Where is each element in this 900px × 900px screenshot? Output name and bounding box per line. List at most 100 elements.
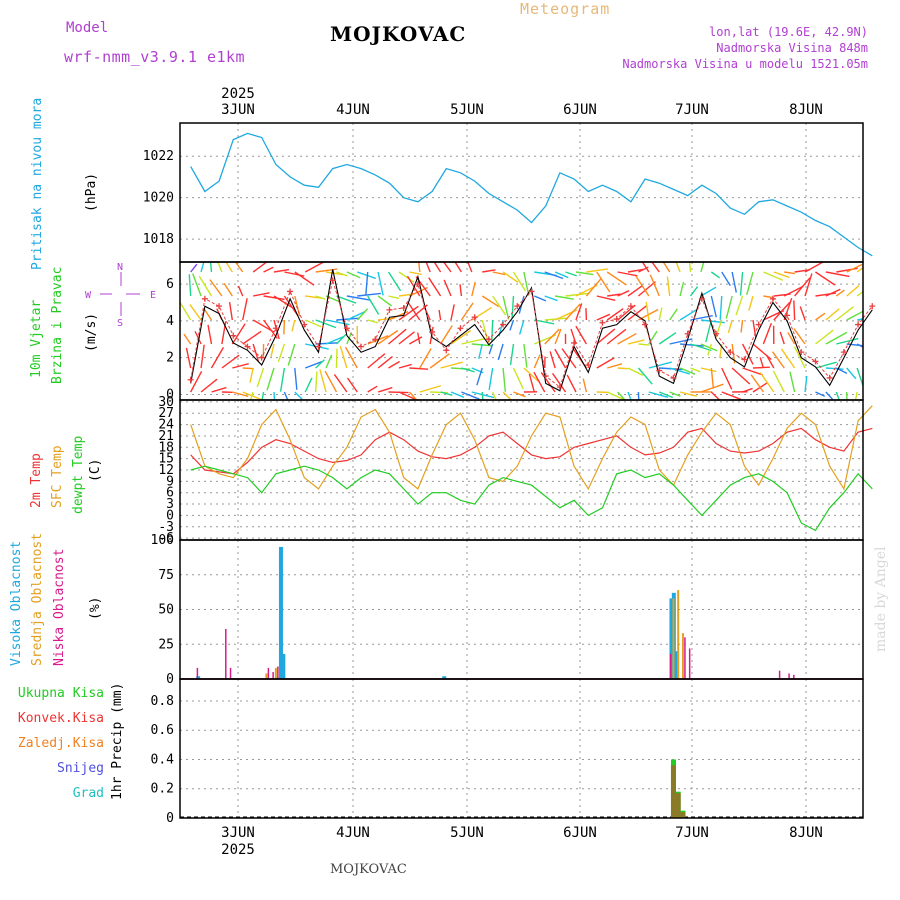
day-label-bottom-1: 4JUN	[336, 825, 370, 841]
wind-arrow-53	[273, 391, 276, 400]
temp-tick-9: 21	[158, 429, 174, 444]
wind-arrow-319	[735, 295, 744, 316]
wind-arrow-94	[339, 345, 348, 369]
pressure-tick-0: 1018	[143, 232, 174, 247]
wind-arrow-257	[627, 391, 632, 400]
wind-arrow-178	[488, 367, 494, 390]
wind-gust-marker-2	[216, 303, 223, 310]
wind-tick-0: 0	[166, 387, 174, 402]
wind-arrow-241	[607, 293, 621, 297]
wind-tick-1: 2	[166, 351, 174, 366]
temp-tick-12: 30	[158, 395, 174, 410]
wind-arrow-369	[825, 331, 848, 345]
wind-arrow-351	[787, 332, 796, 345]
wind-arrow-275	[659, 391, 674, 399]
wind-arrow-117	[388, 328, 407, 345]
wind-arrow-114	[387, 271, 402, 292]
wind-arrow-72	[315, 268, 338, 273]
wind-arrow-373	[835, 289, 845, 297]
wind-arrow-196	[523, 367, 539, 382]
wind-arrow-374	[835, 306, 855, 321]
low-cloud-bar-8	[688, 648, 691, 679]
wind-arrow-189	[509, 343, 515, 366]
panel-frames	[179, 122, 864, 819]
wind-arrow-149	[440, 391, 453, 396]
wind-gust-marker-1	[201, 295, 208, 302]
wind-arrow-187	[511, 295, 515, 319]
wind-gust-marker-15	[400, 305, 407, 311]
wind-gust-marker-3	[230, 332, 237, 339]
wind-arrow-364	[815, 361, 837, 369]
wind-gust-marker-31	[627, 303, 634, 310]
low-cloud-bar-0	[196, 667, 199, 679]
wind-arrow-347	[772, 370, 785, 393]
wind-arrow-299	[700, 383, 724, 393]
wind-gust-line	[190, 280, 873, 388]
wind-arrow-183	[497, 343, 504, 361]
wind-arrow-216	[565, 271, 577, 277]
precip-tick-0: 0	[166, 811, 174, 826]
precip-legend-hail: Grad	[72, 786, 104, 801]
wind-arrow-159	[461, 338, 485, 345]
wind-arrow-195	[523, 343, 528, 368]
wind-arrow-88	[335, 348, 338, 369]
wind-arrow-51	[270, 343, 275, 358]
wind-arrow-371	[825, 391, 835, 400]
wind-arrow-184	[502, 367, 507, 392]
dewpt-line	[190, 465, 873, 532]
wind-arrow-213	[554, 328, 562, 345]
wind-arrow-350	[793, 300, 796, 321]
day-label-top-4: 7JUN	[675, 102, 709, 118]
wind-arrow-335	[750, 374, 764, 393]
model-label: Model	[66, 20, 109, 36]
wind-arrow-57	[277, 343, 286, 363]
wind-arrow-288	[688, 262, 692, 273]
wind-arrow-304	[710, 367, 715, 389]
wind-arrow-228	[586, 268, 609, 273]
wind-gust-marker-0	[187, 376, 194, 383]
high-cloud-bar-5	[669, 598, 674, 679]
wind-arrow-210	[554, 271, 569, 279]
wind-arrow-199	[534, 295, 547, 302]
wind-arrow-160	[461, 367, 475, 373]
wind-arrow-91	[346, 295, 371, 301]
pressure-tick-1: 1020	[143, 191, 174, 206]
wind-arrow-220	[554, 348, 567, 369]
wind-arrow-322	[742, 367, 764, 376]
wind-arrow-255	[627, 339, 645, 345]
wind-arrow-354	[804, 262, 824, 273]
wind-speed-line	[190, 269, 873, 392]
wind-arrow-378	[846, 263, 863, 273]
wind-arrow-284	[679, 309, 697, 321]
wind-arrow-303	[707, 343, 713, 356]
day-label-bottom-0: 3JUN	[221, 825, 255, 841]
wind-arrow-307	[719, 295, 723, 320]
wind-arrow-279	[669, 338, 693, 345]
wind-arrow-259	[637, 281, 656, 297]
wind-arrow-81	[325, 335, 344, 345]
wind-arrow-286	[679, 367, 696, 375]
wind-arrow-256	[627, 367, 644, 376]
wind-arrow-layer	[180, 262, 896, 400]
wind-arrow-124	[398, 363, 412, 369]
wind-arrow-133	[406, 275, 421, 297]
wind-gust-marker-34	[670, 374, 677, 381]
temp-tick-0: -6	[158, 531, 174, 546]
wind-arrow-83	[319, 369, 327, 393]
wind-arrow-158	[460, 302, 474, 321]
temp-tick-3: 3	[166, 497, 174, 512]
wind-arrow-90	[346, 271, 361, 279]
wind-gust-marker-25	[542, 373, 549, 380]
wind-arrow-341	[759, 372, 775, 393]
wind-arrow-356	[799, 306, 806, 321]
wind-arrow-181	[502, 295, 510, 320]
wind-arrow-271	[649, 274, 660, 297]
wind-arrow-209	[533, 371, 546, 393]
wind-arrow-28	[232, 362, 249, 369]
wind-arrow-321	[741, 343, 754, 365]
wind-arrow-399	[878, 340, 896, 344]
wind-gust-marker-45	[826, 374, 833, 381]
wind-arrow-103	[367, 295, 380, 315]
wind-arrow-340	[765, 354, 775, 369]
precip-tick-2: 0.4	[151, 752, 175, 767]
